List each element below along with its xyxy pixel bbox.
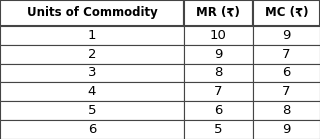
Bar: [184, 64, 253, 82]
Bar: [184, 45, 253, 64]
Text: Units of Commodity: Units of Commodity: [27, 6, 157, 19]
Text: MC (₹): MC (₹): [265, 6, 308, 19]
Bar: [184, 82, 253, 101]
Text: 6: 6: [88, 123, 96, 136]
Text: 4: 4: [88, 85, 96, 98]
Bar: [184, 0, 253, 26]
Bar: [253, 120, 320, 139]
Text: 8: 8: [214, 66, 223, 80]
Text: 6: 6: [282, 66, 291, 80]
Text: 10: 10: [210, 29, 227, 42]
Text: 9: 9: [214, 48, 223, 61]
Text: 6: 6: [214, 104, 223, 117]
Text: 5: 5: [88, 104, 96, 117]
Text: 7: 7: [282, 48, 291, 61]
Bar: [0, 82, 184, 101]
Bar: [184, 120, 253, 139]
Bar: [0, 0, 184, 26]
Bar: [253, 45, 320, 64]
Bar: [0, 64, 184, 82]
Bar: [0, 120, 184, 139]
Bar: [184, 26, 253, 45]
Bar: [253, 0, 320, 26]
Text: 7: 7: [214, 85, 223, 98]
Text: 7: 7: [282, 85, 291, 98]
Text: MR (₹): MR (₹): [196, 6, 240, 19]
Bar: [184, 101, 253, 120]
Text: 5: 5: [214, 123, 223, 136]
Bar: [0, 26, 184, 45]
Text: 1: 1: [88, 29, 96, 42]
Bar: [253, 64, 320, 82]
Text: 2: 2: [88, 48, 96, 61]
Text: 8: 8: [282, 104, 291, 117]
Bar: [253, 26, 320, 45]
Text: 3: 3: [88, 66, 96, 80]
Bar: [253, 82, 320, 101]
Bar: [0, 101, 184, 120]
Bar: [253, 101, 320, 120]
Text: 9: 9: [282, 29, 291, 42]
Text: 9: 9: [282, 123, 291, 136]
Bar: [0, 45, 184, 64]
